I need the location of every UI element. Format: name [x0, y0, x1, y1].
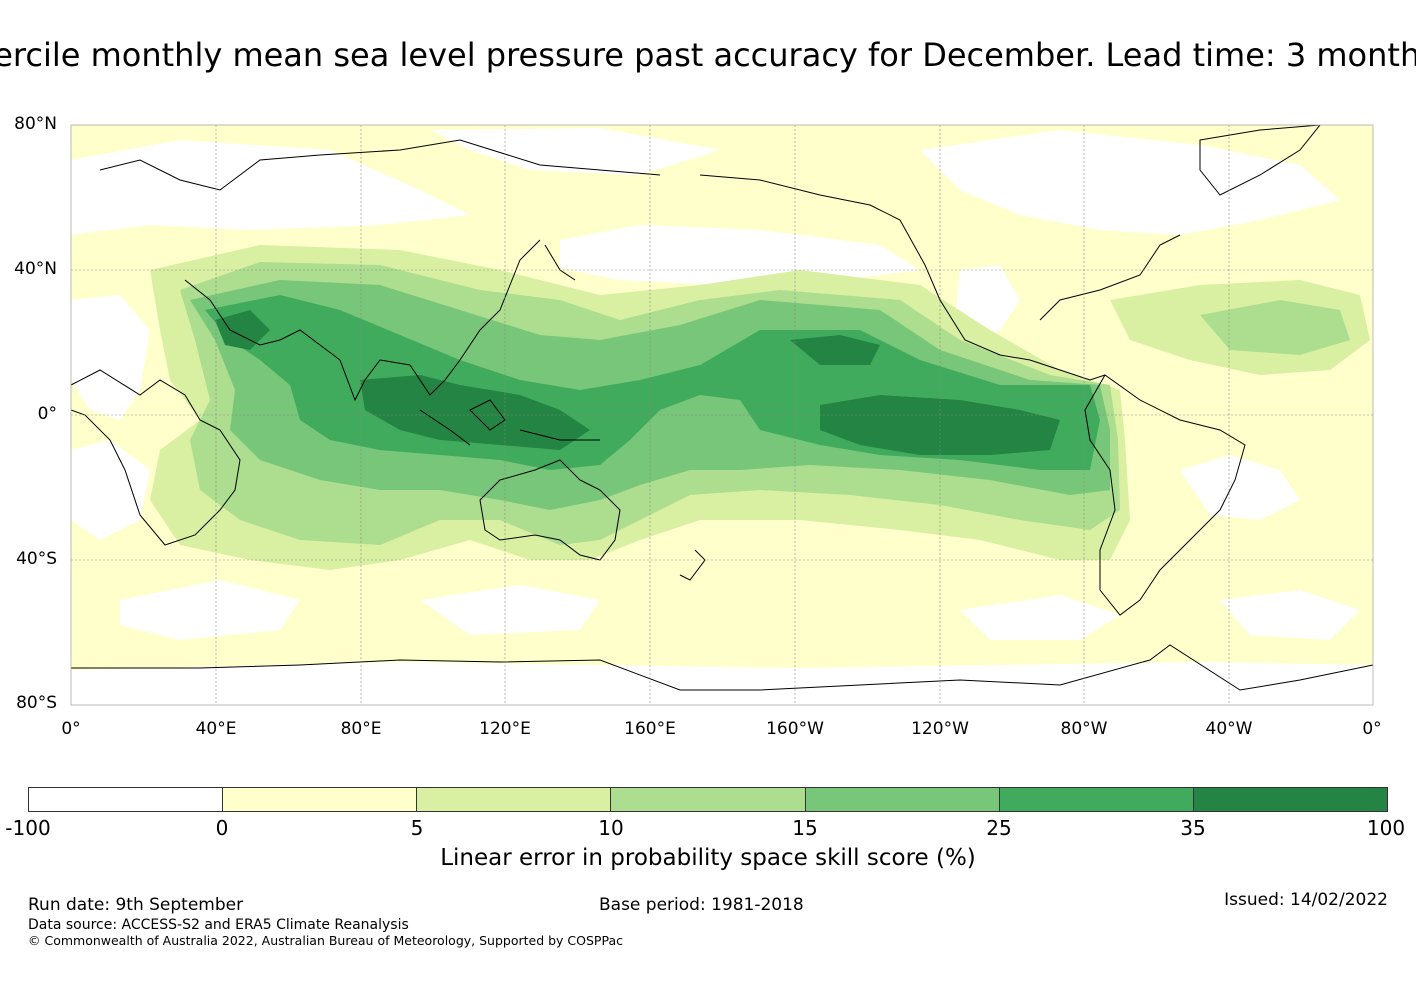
lon-label-0-east: 0° — [1362, 719, 1382, 739]
run-date: Run date: 9th September — [28, 895, 244, 915]
lon-label-120e: 120°E — [479, 719, 531, 739]
colorbar-tick: 10 — [598, 816, 624, 840]
lat-label-40n: 40°N — [14, 259, 57, 279]
copyright: © Commonwealth of Australia 2022, Austra… — [28, 933, 623, 948]
colorbar-label: Linear error in probability space skill … — [440, 845, 976, 871]
issued-date: Issued: 14/02/2022 — [1224, 890, 1388, 910]
colorbar-tick: -100 — [5, 816, 51, 840]
lat-label-40s: 40°S — [16, 549, 57, 569]
lat-label-0: 0° — [37, 404, 57, 424]
base-period: Base period: 1981-2018 — [599, 895, 804, 915]
map-title: Tercile monthly mean sea level pressure … — [0, 36, 1416, 74]
colorbar-segment-35-100 — [1193, 788, 1387, 811]
graticule — [71, 125, 1373, 705]
coastlines — [71, 125, 1373, 691]
lon-label-160e: 160°E — [624, 719, 676, 739]
lon-label-160w: 160°W — [766, 719, 824, 739]
negative-skill-areas — [71, 128, 1373, 705]
lat-label-80n: 80°N — [14, 114, 57, 134]
colorbar-segment-neg100-0 — [29, 788, 224, 811]
lon-label-40w: 40°W — [1205, 719, 1253, 739]
colorbar-tick: 5 — [410, 816, 424, 840]
lon-label-0-west: 0° — [61, 719, 81, 739]
colorbar — [28, 787, 1388, 812]
colorbar-tick: 100 — [1366, 816, 1406, 840]
colorbar-segment-10-15 — [611, 788, 806, 811]
lon-label-80e: 80°E — [340, 719, 382, 739]
colorbar-tick: 0 — [215, 816, 229, 840]
lat-label-80s: 80°S — [16, 693, 57, 713]
colorbar-segment-15-25 — [805, 788, 1000, 811]
colorbar-segment-5-10 — [417, 788, 612, 811]
colorbar-segment-0-5 — [223, 788, 418, 811]
lon-label-80w: 80°W — [1060, 719, 1108, 739]
colorbar-segment-25-35 — [999, 788, 1194, 811]
colorbar-tick: 15 — [792, 816, 818, 840]
lon-label-40e: 40°E — [195, 719, 237, 739]
lon-label-120w: 120°W — [911, 719, 969, 739]
colorbar-tick: 25 — [986, 816, 1012, 840]
map-frame — [70, 124, 1374, 706]
colorbar-tick: 35 — [1180, 816, 1206, 840]
data-source: Data source: ACCESS-S2 and ERA5 Climate … — [28, 917, 409, 933]
